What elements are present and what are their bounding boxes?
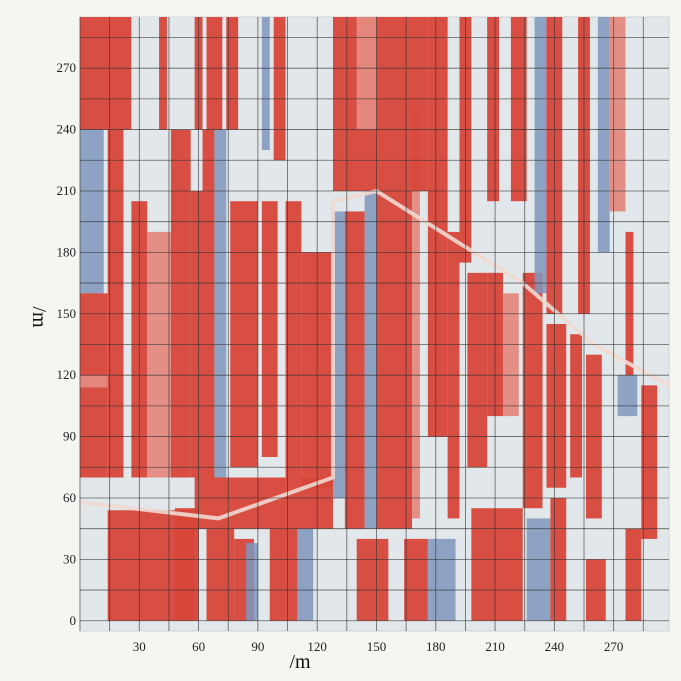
- heatmap-patch-blue: [332, 211, 345, 498]
- heatmap-patch-red: [356, 538, 389, 621]
- heatmap-patch-red: [471, 508, 500, 621]
- heatmap-patch-red: [269, 528, 298, 621]
- heatmap-patch-red: [226, 17, 239, 130]
- x-tick-label: 240: [545, 639, 565, 654]
- heatmap-patch-blue: [534, 17, 547, 294]
- heatmap-patch-red: [190, 190, 203, 478]
- heatmap-patches: [80, 17, 658, 631]
- heatmap-patch-blue: [261, 17, 270, 151]
- heatmap-patch-red: [487, 17, 500, 202]
- heatmap-patch-red: [159, 17, 167, 130]
- heatmap-patch-red: [427, 17, 448, 232]
- boundary-line: [79, 188, 670, 521]
- heatmap-patch-red: [285, 201, 302, 478]
- heatmap-patch-red: [174, 508, 199, 621]
- heatmap-patch-blue: [297, 528, 314, 621]
- heatmap-patch-blue: [617, 375, 638, 417]
- heatmap-patch-red: [332, 17, 428, 191]
- heatmap-patch-red: [230, 201, 258, 468]
- y-tick-label: 240: [57, 122, 77, 137]
- heatmap-patch-red: [510, 17, 527, 202]
- heatmap-patch-red: [376, 190, 413, 529]
- heatmap-patch-blue: [80, 129, 104, 294]
- y-tick-label: 210: [57, 183, 77, 198]
- heatmap-patch-red: [261, 201, 278, 458]
- y-tick-label: 180: [57, 244, 77, 259]
- heatmap-patch-red: [80, 17, 132, 130]
- y-tick-label: 150: [57, 306, 77, 321]
- x-tick-label: 90: [251, 639, 264, 654]
- heatmap-patch-red: [206, 17, 223, 130]
- heatmap-patch-white: [131, 17, 160, 130]
- heatmap-patch-red: [499, 508, 523, 621]
- heatmap-patch-red: [625, 231, 634, 376]
- heatmap-patch-white: [170, 17, 195, 130]
- x-tick-label: 60: [192, 639, 205, 654]
- heatmap-patch-red: [404, 538, 428, 621]
- y-tick-label: 90: [63, 429, 76, 444]
- heatmap-patch-red: [344, 211, 365, 529]
- y-tick-label: 0: [70, 613, 77, 628]
- x-tick-label: 180: [426, 639, 446, 654]
- terrain-line: [79, 188, 670, 521]
- heatmap-patch-blue: [364, 190, 377, 529]
- y-tick-label: 270: [57, 60, 77, 75]
- heatmap-patch-blue: [526, 518, 551, 621]
- x-tick-label: 150: [367, 639, 387, 654]
- heatmap-patch-pink: [609, 17, 626, 212]
- x-tick-labels: 30 60 90 120 150 180 210 240 270: [133, 639, 624, 654]
- heatmap-patch-red: [202, 129, 215, 478]
- heatmap-patch-blue: [214, 129, 227, 478]
- y-tick-labels: 0 30 60 90 120 150 180 210 240 270: [57, 60, 77, 628]
- y-tick-label: 120: [57, 367, 77, 382]
- heatmap-patch-pink: [80, 375, 108, 388]
- x-tick-label: 120: [307, 639, 327, 654]
- heatmap-patch-blue: [597, 17, 610, 253]
- heatmap-patch-red: [206, 528, 235, 621]
- heatmap-patch-blue: [246, 542, 258, 621]
- heatmap-patch-red: [522, 272, 543, 509]
- heatmap-patch-white: [80, 477, 108, 498]
- x-tick-label: 30: [133, 639, 146, 654]
- heatmap-patch-pink: [356, 17, 377, 130]
- heatmap-patch-red: [170, 129, 191, 478]
- heatmap-patch-pink: [502, 293, 519, 417]
- y-tick-label: 60: [63, 490, 76, 505]
- heatmap-patch-white: [80, 506, 108, 631]
- x-tick-label: 270: [604, 639, 624, 654]
- grid-lines: [79, 17, 669, 631]
- heatmap-patch-red: [625, 528, 642, 621]
- y-axis-label: /m: [28, 306, 50, 328]
- heatmap-patch-red: [107, 129, 124, 478]
- x-axis-label: /m: [289, 651, 311, 673]
- x-tick-label: 210: [485, 639, 505, 654]
- heatmap-patch-red: [467, 272, 488, 468]
- heatmap-patch-red: [641, 385, 658, 539]
- y-tick-label: 30: [63, 551, 76, 566]
- heatmap-patch-red: [273, 17, 286, 161]
- heatmap-patch-blue: [427, 538, 456, 621]
- heatmap-patch-pink: [147, 231, 171, 478]
